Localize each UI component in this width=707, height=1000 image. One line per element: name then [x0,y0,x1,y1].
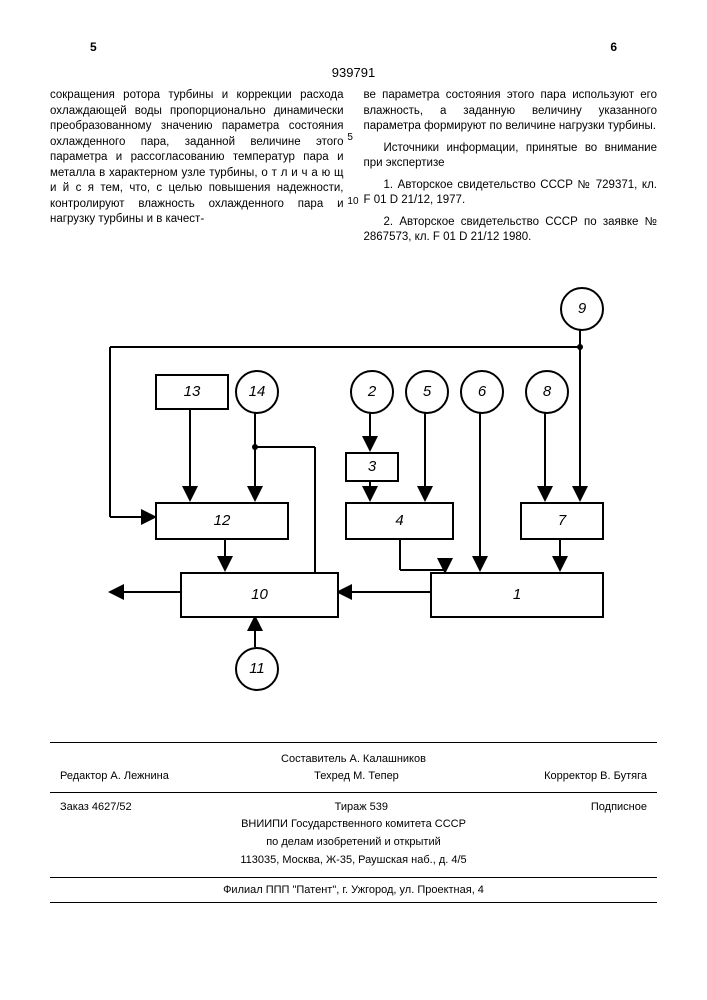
editor: Редактор А. Лежнина [60,768,169,786]
node-3-box: 3 [345,452,399,482]
order: Заказ 4627/52 [60,799,132,817]
line-marker-5: 5 [347,132,353,143]
col-right-p1: ве параметра состояния этого пара исполь… [364,88,658,135]
col-left-text: сокращения ротора турбины и коррекции ра… [50,88,344,228]
addr: 113035, Москва, Ж-35, Раушская наб., д. … [50,852,657,870]
line-marker-10: 10 [347,196,358,207]
node-6-circle: 6 [460,370,504,414]
document-number: 939791 [50,65,657,80]
footer-filial: Филиал ППП "Патент", г. Ужгород, ул. Про… [50,878,657,903]
text-columns: 5 10 сокращения ротора турбины и коррекц… [50,88,657,252]
node-11-circle: 11 [235,647,279,691]
source-2: 2. Авторское свидетельство СССР по заявк… [364,215,658,246]
footer-block: Составитель А. Калашников Редактор А. Ле… [50,742,657,879]
sources-title: Источники информации, принятые во вниман… [364,141,658,172]
node-7-box: 7 [520,502,604,540]
node-8-circle: 8 [525,370,569,414]
column-right: ве параметра состояния этого пара исполь… [364,88,658,252]
source-1: 1. Авторское свидетельство СССР № 729371… [364,178,658,209]
diagram-connectors [50,282,657,702]
page-numbers: 5 6 [50,40,657,60]
tech: Техред М. Тепер [314,768,399,786]
org1: ВНИИПИ Государственного комитета СССР [50,816,657,834]
column-left: сокращения ротора турбины и коррекции ра… [50,88,344,252]
node-2-circle: 2 [350,370,394,414]
node-10-box: 10 [180,572,339,618]
node-14-circle: 14 [235,370,279,414]
page-num-right: 6 [610,40,617,54]
corrector: Корректор В. Бутяга [544,768,647,786]
node-9-circle: 9 [560,287,604,331]
node-1-box: 1 [430,572,604,618]
node-4-box: 4 [345,502,454,540]
node-5-circle: 5 [405,370,449,414]
footer-row-1: Редактор А. Лежнина Техред М. Тепер Корр… [50,768,657,786]
podpisnoe: Подписное [591,799,647,817]
page-num-left: 5 [90,40,97,54]
tirazh: Тираж 539 [335,799,388,817]
footer-row-2: Заказ 4627/52 Тираж 539 Подписное [50,799,657,817]
compiler: Составитель А. Калашников [50,751,657,769]
block-diagram: 9 2 5 6 8 14 11 13 3 12 4 7 10 1 [50,282,657,702]
node-12-box: 12 [155,502,289,540]
node-13-box: 13 [155,374,229,410]
org2: по делам изобретений и открытий [50,834,657,852]
